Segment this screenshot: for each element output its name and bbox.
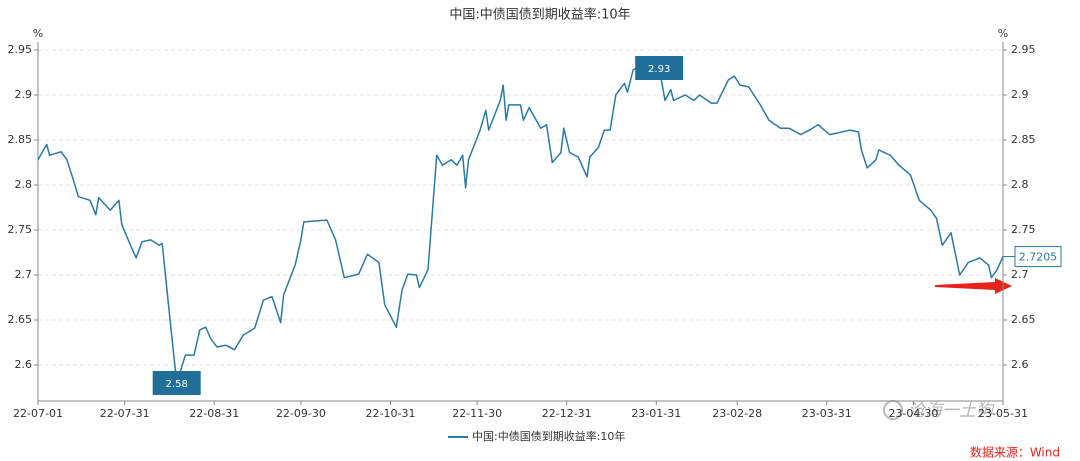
y-tick-label: 2.6 [15,358,33,371]
annotation-label: 2.7205 [1019,251,1058,264]
y2-tick-label: 2.95 [1011,43,1036,56]
data-line [37,66,1004,384]
y-tick-label: 2.85 [8,133,33,146]
x-tick-label: 22-08-31 [189,407,239,420]
x-tick-label: 23-04-30 [888,407,938,420]
y2-tick-label: 2.75 [1011,223,1036,236]
source-note: 数据来源：Wind [970,445,1060,460]
y2-tick-label: 2.85 [1011,133,1036,146]
x-tick-label: 22-07-01 [13,407,63,420]
y2-tick-label: 2.8 [1011,178,1029,191]
y2-tick-label: 2.9 [1011,88,1029,101]
y2-tick-label: 2.65 [1011,313,1036,326]
x-tick-label: 22-09-30 [276,407,326,420]
chart-title: 中国:中债国债到期收益率:10年 [449,7,630,23]
y2-axis-label: % [998,27,1008,40]
annotation: 2.93 [635,56,684,80]
y-tick-label: 2.7 [15,268,33,281]
watermark: 沧海一土狗 [908,401,995,421]
x-tick-label: 23-01-31 [631,407,681,420]
x-tick-label: 23-05-31 [978,407,1028,420]
x-tick-label: 22-07-31 [100,407,150,420]
y-tick-label: 2.8 [15,178,33,191]
y-tick-label: 2.65 [8,313,33,326]
x-tick-label: 23-03-31 [802,407,852,420]
annotation-box [152,371,201,395]
x-tick-label: 23-02-28 [712,407,762,420]
red-arrow [935,278,1012,294]
annotation-box [1014,246,1062,268]
y2-tick-label: 2.7 [1011,268,1029,281]
annotation-box [635,56,684,80]
x-tick-label: 22-10-31 [366,407,416,420]
y-tick-label: 2.95 [8,43,33,56]
y-tick-label: 2.75 [8,223,33,236]
y-axis-label: % [33,27,43,40]
annotation: 2.7205 [1003,246,1062,268]
annotation-label: 2.58 [166,379,188,390]
x-tick-label: 22-12-31 [542,407,592,420]
y-tick-label: 2.9 [15,88,33,101]
annotation: 2.58 [152,371,201,395]
legend-label: 中国:中债国债到期收益率:10年 [472,429,625,443]
annotation-label: 2.93 [648,64,670,75]
y2-tick-label: 2.6 [1011,358,1029,371]
x-tick-label: 22-11-30 [452,407,502,420]
